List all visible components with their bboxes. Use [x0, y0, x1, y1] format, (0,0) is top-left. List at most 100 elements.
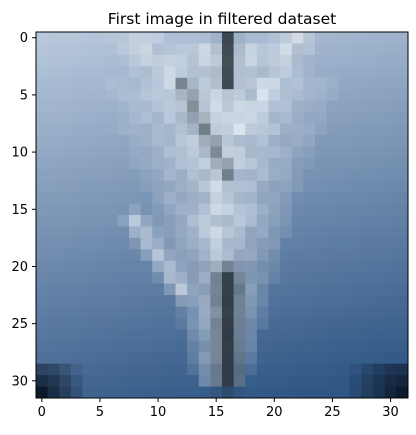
pixel-cell [303, 363, 316, 376]
pixel-cell [361, 283, 374, 296]
pixel-cell [47, 43, 60, 56]
pixel-cell [256, 386, 269, 399]
pixel-cell [384, 180, 397, 193]
pixel-cell [105, 43, 118, 56]
pixel-cell [256, 32, 269, 44]
pixel-cell [361, 260, 374, 273]
pixel-cell [384, 169, 397, 182]
pixel-cell [245, 317, 258, 330]
pixel-cell [47, 317, 60, 330]
pixel-cell [187, 386, 200, 399]
pixel-cell [175, 100, 188, 113]
pixel-cell [117, 375, 130, 387]
pixel-cell [222, 203, 235, 216]
pixel-cell [163, 192, 176, 204]
pixel-cell [140, 375, 153, 387]
pixel-cell [396, 295, 409, 307]
pixel-cell [117, 32, 130, 44]
pixel-cell [384, 54, 397, 67]
pixel-cell [175, 77, 188, 90]
pixel-cell [82, 226, 95, 239]
pixel-cell [373, 112, 386, 124]
pixel-cell [384, 43, 397, 56]
pixel-cell [175, 112, 188, 124]
pixel-cell [59, 89, 72, 102]
pixel-cell [175, 215, 188, 227]
pixel-cell [384, 77, 397, 90]
pixel-cell [152, 386, 165, 399]
pixel-cell [198, 352, 211, 365]
pixel-cell [396, 226, 409, 239]
pixel-cell [117, 180, 130, 193]
pixel-cell [105, 203, 118, 216]
pixel-cell [233, 112, 246, 124]
pixel-cell [140, 43, 153, 56]
pixel-cell [105, 215, 118, 227]
y-tick-label: 25 [11, 317, 28, 332]
pixel-cell [47, 123, 60, 136]
pixel-cell [36, 340, 49, 353]
pixel-cell [36, 32, 49, 44]
pixel-cell [396, 329, 409, 342]
pixel-cell [280, 54, 293, 67]
pixel-cell [373, 157, 386, 170]
pixel-cell [361, 386, 374, 399]
pixel-cell [245, 295, 258, 307]
pixel-cell [233, 375, 246, 387]
pixel-cell [338, 100, 351, 113]
pixel-cell [163, 77, 176, 90]
pixel-cell [210, 386, 223, 399]
pixel-cell [129, 375, 142, 387]
pixel-cell [222, 260, 235, 273]
pixel-cell [210, 249, 223, 262]
pixel-cell [163, 306, 176, 319]
pixel-cell [291, 272, 304, 285]
pixel-cell [152, 66, 165, 79]
pixel-cell [303, 66, 316, 79]
pixel-cell [140, 157, 153, 170]
pixel-cell [338, 77, 351, 90]
pixel-cell [47, 169, 60, 182]
pixel-cell [94, 237, 107, 250]
pixel-cell [82, 295, 95, 307]
pixel-cell [117, 260, 130, 273]
pixel-cell [256, 66, 269, 79]
pixel-cell [396, 375, 409, 387]
pixel-cell [36, 112, 49, 124]
pixel-cell [315, 192, 328, 204]
y-tick-label: 0 [20, 31, 28, 46]
pixel-cell [70, 146, 83, 159]
pixel-cell [280, 169, 293, 182]
pixel-cell [152, 283, 165, 296]
pixel-cell [280, 295, 293, 307]
pixel-cell [233, 295, 246, 307]
y-tick-label: 10 [11, 146, 28, 161]
pixel-cell [338, 249, 351, 262]
pixel-cell [233, 329, 246, 342]
pixel-cell [233, 226, 246, 239]
pixel-cell [373, 180, 386, 193]
pixel-cell [105, 249, 118, 262]
pixel-cell [338, 32, 351, 44]
pixel-cell [222, 112, 235, 124]
pixel-cell [268, 77, 281, 90]
pixel-cell [303, 157, 316, 170]
pixel-cell [140, 77, 153, 90]
pixel-cell [47, 386, 60, 399]
pixel-cell [210, 352, 223, 365]
pixel-cell [245, 203, 258, 216]
pixel-cell [47, 89, 60, 102]
pixel-cell [396, 146, 409, 159]
pixel-cell [338, 157, 351, 170]
pixel-cell [129, 203, 142, 216]
pixel-cell [105, 54, 118, 67]
pixel-cell [36, 249, 49, 262]
pixel-cell [361, 100, 374, 113]
pixel-cell [187, 260, 200, 273]
pixel-cell [373, 54, 386, 67]
pixel-cell [140, 66, 153, 79]
pixel-cell [163, 32, 176, 44]
pixel-cell [222, 283, 235, 296]
pixel-cell [210, 306, 223, 319]
